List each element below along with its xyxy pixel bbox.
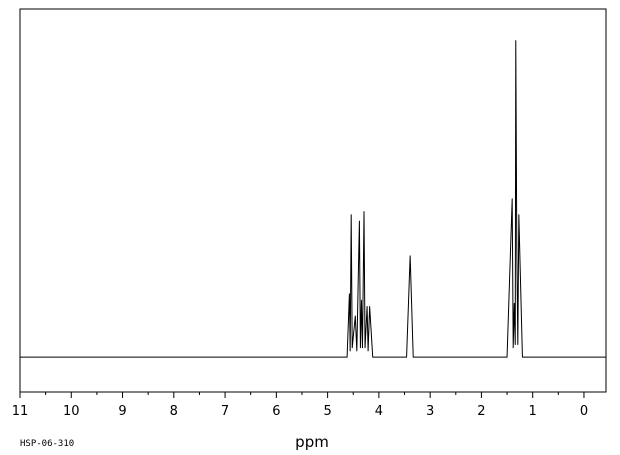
x-tick-label: 6 <box>272 404 280 419</box>
x-tick-label: 11 <box>12 404 29 419</box>
x-axis-label: ppm <box>295 433 329 451</box>
x-tick-label: 4 <box>375 404 383 419</box>
x-tick-label: 1 <box>529 404 537 419</box>
x-tick-label: 8 <box>170 404 178 419</box>
x-tick-label: 2 <box>477 404 485 419</box>
plot-frame <box>19 8 607 393</box>
annotation: HSP-06-310 <box>20 439 74 449</box>
x-tick-label: 5 <box>323 404 331 419</box>
spectrum-line <box>20 40 606 358</box>
x-tick-label: 7 <box>221 404 229 419</box>
x-tick-label: 3 <box>426 404 434 419</box>
x-tick-label: 10 <box>63 404 80 419</box>
x-tick-label: 9 <box>118 404 126 419</box>
x-tick-label: 0 <box>580 404 588 419</box>
